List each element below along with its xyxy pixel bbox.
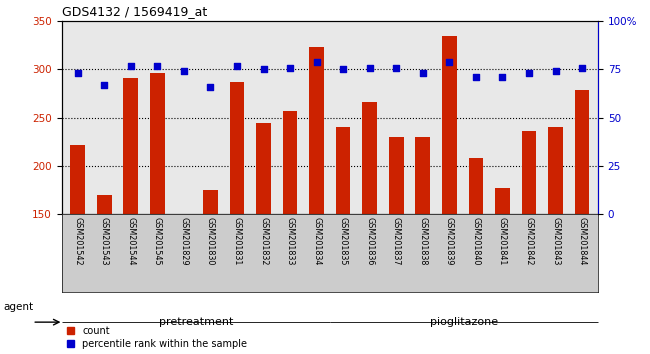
Text: GSM201832: GSM201832 bbox=[259, 217, 268, 265]
Point bbox=[391, 65, 402, 70]
Text: GSM201839: GSM201839 bbox=[445, 217, 454, 265]
Text: GSM201841: GSM201841 bbox=[498, 217, 507, 265]
Point bbox=[497, 74, 508, 80]
Text: GSM201834: GSM201834 bbox=[312, 217, 321, 265]
Text: GSM201543: GSM201543 bbox=[99, 217, 109, 265]
Bar bbox=[363, 102, 377, 214]
Point bbox=[524, 70, 534, 76]
Text: GSM201837: GSM201837 bbox=[392, 217, 401, 265]
Text: GSM201844: GSM201844 bbox=[578, 217, 586, 265]
Bar bbox=[389, 137, 404, 214]
Point bbox=[471, 74, 481, 80]
Bar bbox=[442, 36, 457, 214]
Point bbox=[311, 59, 322, 64]
Bar bbox=[548, 127, 563, 214]
Text: GSM201842: GSM201842 bbox=[525, 217, 534, 265]
Text: pretreatment: pretreatment bbox=[159, 317, 233, 327]
Text: GSM201835: GSM201835 bbox=[339, 217, 348, 265]
Bar bbox=[469, 158, 483, 214]
Point bbox=[365, 65, 375, 70]
Bar bbox=[283, 111, 297, 214]
Point bbox=[444, 59, 454, 64]
Text: agent: agent bbox=[3, 302, 33, 312]
Point bbox=[125, 63, 136, 68]
Point bbox=[73, 70, 83, 76]
Text: GSM201829: GSM201829 bbox=[179, 217, 188, 265]
Bar bbox=[229, 82, 244, 214]
Point bbox=[551, 69, 561, 74]
Point bbox=[417, 70, 428, 76]
Text: GDS4132 / 1569419_at: GDS4132 / 1569419_at bbox=[62, 5, 207, 18]
Point bbox=[179, 69, 189, 74]
Bar bbox=[336, 127, 350, 214]
Bar bbox=[97, 195, 112, 214]
Text: GSM201545: GSM201545 bbox=[153, 217, 162, 265]
Point bbox=[205, 84, 216, 90]
Text: GSM201843: GSM201843 bbox=[551, 217, 560, 265]
Bar bbox=[203, 190, 218, 214]
Legend: count, percentile rank within the sample: count, percentile rank within the sample bbox=[66, 326, 247, 349]
Text: GSM201542: GSM201542 bbox=[73, 217, 82, 265]
Text: GSM201836: GSM201836 bbox=[365, 217, 374, 265]
Point bbox=[232, 63, 242, 68]
Bar bbox=[70, 145, 85, 214]
Point bbox=[338, 67, 348, 72]
Bar bbox=[256, 122, 271, 214]
Text: GSM201830: GSM201830 bbox=[206, 217, 215, 265]
Text: GSM201838: GSM201838 bbox=[419, 217, 427, 265]
Point bbox=[285, 65, 295, 70]
Point bbox=[258, 67, 268, 72]
Bar bbox=[150, 73, 164, 214]
Text: pioglitazone: pioglitazone bbox=[430, 317, 498, 327]
Text: GSM201833: GSM201833 bbox=[285, 217, 294, 265]
Bar bbox=[309, 47, 324, 214]
Bar bbox=[495, 188, 510, 214]
Bar bbox=[415, 137, 430, 214]
Point bbox=[99, 82, 109, 88]
Bar bbox=[124, 78, 138, 214]
Text: GSM201831: GSM201831 bbox=[233, 217, 241, 265]
Bar bbox=[575, 90, 590, 214]
Text: GSM201840: GSM201840 bbox=[471, 217, 480, 265]
Point bbox=[152, 63, 162, 68]
Bar bbox=[522, 131, 536, 214]
Point bbox=[577, 65, 587, 70]
Text: GSM201544: GSM201544 bbox=[126, 217, 135, 265]
